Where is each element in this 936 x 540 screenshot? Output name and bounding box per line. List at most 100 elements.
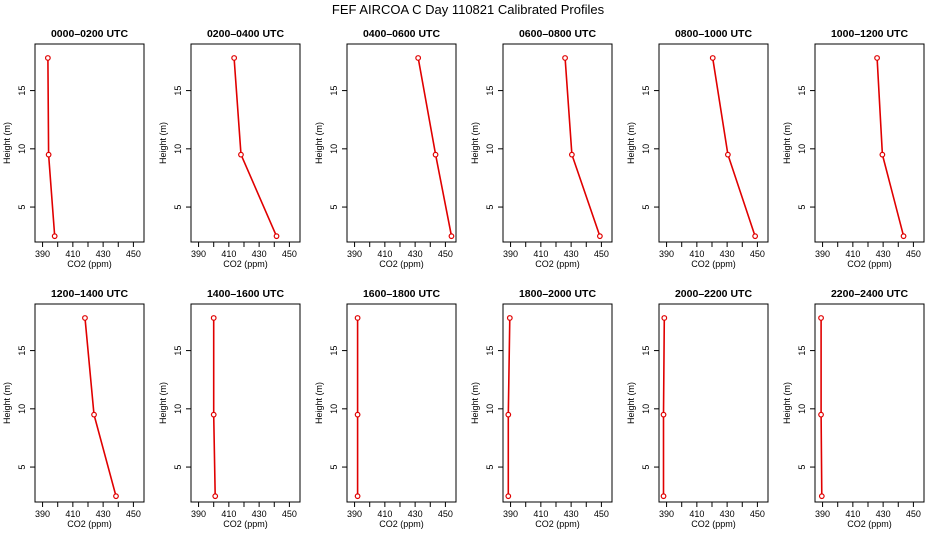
x-axis-label: CO2 (ppm) (67, 259, 112, 269)
profile-point (752, 233, 759, 240)
profile-point (505, 411, 512, 418)
panel-title: 2000–2200 UTC (675, 288, 752, 300)
y-tick-label: 15 (17, 346, 27, 356)
x-tick-label: 390 (815, 509, 830, 519)
x-tick-label: 390 (347, 509, 362, 519)
y-axis-label: Height (m) (782, 382, 792, 424)
y-tick-label: 15 (329, 86, 339, 96)
profile-point (568, 151, 575, 158)
profile-panel: 1800–2000 UTC 390 410 430 450 5 10 15 CO2 (ppm) H… (470, 288, 613, 529)
profile-panel: 2200–2400 UTC 390 410 430 450 5 10 15 CO2 (ppm) H… (782, 288, 925, 529)
panel-title: 1600–1800 UTC (363, 288, 440, 300)
profile-point (448, 233, 455, 240)
plot-frame (502, 303, 613, 503)
y-tick-label: 10 (797, 404, 807, 414)
y-axis-label: Height (m) (158, 382, 168, 424)
profile-point (506, 315, 513, 321)
x-tick-label: 410 (533, 249, 548, 259)
y-axis-label: Height (m) (2, 122, 12, 164)
y-tick-label: 5 (173, 465, 183, 470)
y-tick-label: 5 (797, 465, 807, 470)
panel-title: 0400–0600 UTC (363, 28, 440, 40)
profile-point (51, 233, 58, 240)
y-axis-label: Height (m) (626, 122, 636, 164)
profile-point (44, 55, 51, 61)
panel-title: 0200–0400 UTC (207, 28, 284, 40)
profile-panel: 1600–1800 UTC 390 410 430 450 5 10 15 CO2 (ppm) H… (314, 288, 457, 529)
x-axis-label: CO2 (ppm) (691, 519, 736, 529)
x-tick-label: 450 (594, 509, 609, 519)
x-tick-label: 430 (720, 249, 735, 259)
profile-point (724, 151, 731, 158)
plot-frame (190, 43, 301, 243)
profile-point (273, 233, 280, 240)
x-tick-label: 390 (659, 509, 674, 519)
x-tick-label: 410 (845, 509, 860, 519)
profile-point (596, 233, 603, 240)
profile-panel: 0000–0200 UTC 390 410 430 450 5 10 15 CO2 (ppm) H… (2, 28, 145, 269)
y-tick-label: 15 (641, 346, 651, 356)
profile-panel: 2000–2200 UTC 390 410 430 450 5 10 15 CO2 (ppm) H… (626, 288, 769, 529)
profile-point (879, 151, 886, 158)
x-tick-label: 390 (347, 249, 362, 259)
x-axis-label: CO2 (ppm) (535, 259, 580, 269)
y-tick-label: 5 (641, 465, 651, 470)
panel-title: 1000–1200 UTC (831, 28, 908, 40)
profile-point (818, 411, 824, 418)
profile-line (212, 318, 216, 497)
y-tick-label: 5 (17, 465, 27, 470)
y-tick-label: 15 (797, 346, 807, 356)
plot-frame (34, 303, 145, 503)
x-tick-label: 410 (689, 249, 704, 259)
x-axis-label: CO2 (ppm) (535, 519, 580, 529)
x-tick-label: 450 (750, 509, 765, 519)
profile-point (354, 411, 361, 418)
x-tick-label: 410 (845, 249, 860, 259)
y-axis-label: Height (m) (158, 122, 168, 164)
plot-frame (814, 303, 925, 503)
y-tick-label: 15 (797, 86, 807, 96)
x-tick-label: 430 (564, 249, 579, 259)
profile-point (874, 55, 880, 61)
profile-point (238, 151, 244, 158)
y-tick-label: 10 (17, 404, 27, 414)
profile-point (212, 493, 219, 500)
profile-line (84, 317, 117, 497)
profile-panel: 0400–0600 UTC 390 410 430 450 5 10 15 CO2 (ppm) H… (314, 28, 457, 269)
profile-point (82, 315, 88, 321)
y-axis-label: Height (m) (470, 122, 480, 164)
profile-point (231, 55, 238, 61)
x-tick-label: 450 (282, 509, 297, 519)
x-tick-label: 430 (252, 509, 267, 519)
y-tick-label: 5 (329, 465, 339, 470)
profile-point (818, 493, 825, 500)
panel-title: 1200–1400 UTC (51, 288, 128, 300)
x-tick-label: 450 (282, 249, 297, 259)
y-tick-label: 5 (329, 205, 339, 210)
x-axis-label: CO2 (ppm) (691, 259, 736, 269)
x-axis-label: CO2 (ppm) (223, 259, 268, 269)
panel-title: 2200–2400 UTC (831, 288, 908, 300)
y-tick-label: 10 (641, 404, 651, 414)
x-tick-label: 390 (815, 249, 830, 259)
y-tick-label: 5 (641, 205, 651, 210)
profile-point (210, 315, 217, 321)
x-tick-label: 450 (594, 249, 609, 259)
x-axis-label: CO2 (ppm) (847, 519, 892, 529)
profile-panel: 0200–0400 UTC 390 410 430 450 5 10 15 CO2 (ppm) H… (158, 28, 301, 269)
x-tick-label: 450 (126, 509, 141, 519)
x-axis-label: CO2 (ppm) (67, 519, 112, 529)
y-axis-label: Height (m) (314, 122, 324, 164)
x-tick-label: 450 (750, 249, 765, 259)
y-tick-label: 5 (485, 205, 495, 210)
profile-point (354, 493, 361, 500)
y-tick-label: 10 (173, 144, 183, 154)
x-axis-label: CO2 (ppm) (223, 519, 268, 529)
profile-line (417, 57, 453, 237)
y-tick-label: 10 (641, 144, 651, 154)
plot-frame (346, 303, 457, 503)
x-tick-label: 410 (65, 509, 80, 519)
profile-point (660, 493, 667, 500)
x-tick-label: 390 (503, 249, 518, 259)
x-tick-label: 430 (720, 509, 735, 519)
